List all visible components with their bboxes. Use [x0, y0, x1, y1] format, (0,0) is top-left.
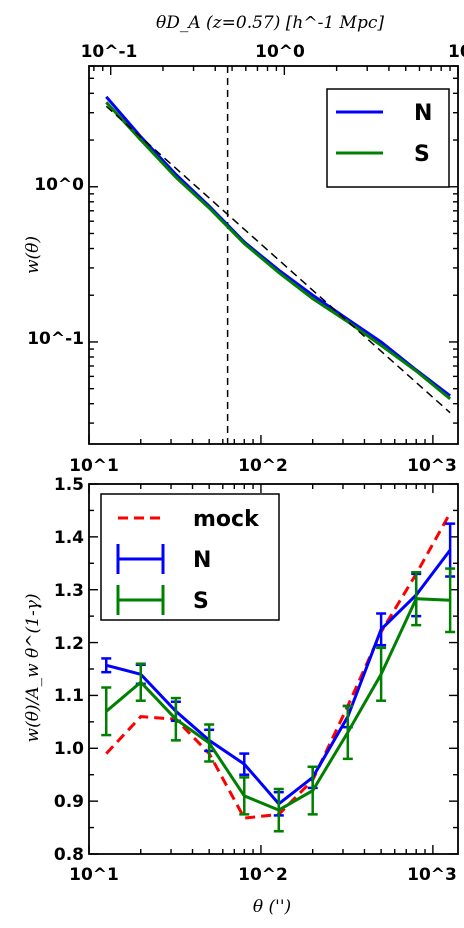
bottom-legend-n-label: N: [193, 548, 211, 573]
top-panel: 10^-1 10^0 10^1 10^0 10^-1 10^1 10^2 10^…: [23, 13, 464, 476]
bottom-y-tick-label-6: 1.3: [54, 581, 84, 601]
bottom-y-tick-label-5: 1.2: [54, 634, 84, 654]
bottom-x-tick-label-3: 10^3: [407, 865, 457, 885]
bottom-series-s-errorbar: [101, 686, 112, 737]
top-x-tick-label-3: 10^3: [407, 456, 457, 476]
top-ticks: [88, 65, 459, 444]
top-marks: [105, 66, 452, 444]
bottom-series-n-errorbar: [239, 752, 250, 776]
bottom-x-axis-label: θ (''): [253, 897, 291, 917]
top-series-n-line: [105, 95, 452, 397]
top-legend-n-label: N: [414, 101, 432, 126]
bottom-series-s-errorbar: [204, 723, 215, 763]
bottom-series-s-errorbar: [445, 567, 456, 634]
bottom-x-tick-label-2: 10^2: [238, 865, 288, 885]
bottom-series-s-line: [105, 597, 451, 812]
top-x-tick-label-2: 10^2: [238, 456, 288, 476]
top-series-s-line: [105, 101, 452, 400]
bottom-y-tick-label-8: 1.5: [54, 475, 84, 495]
top-secondary-tick-label-3: 10^1: [448, 42, 464, 62]
bottom-panel: 0.8 0.9 1.0 1.1 1.2 1.3 1.4 1.5 10^1 10^…: [23, 475, 459, 917]
bottom-legend: mock N S: [100, 493, 280, 621]
bottom-series-s-errorbar: [135, 662, 146, 702]
top-secondary-tick-label-2: 10^0: [255, 42, 305, 62]
top-x-tick-label-1: 10^1: [69, 456, 119, 476]
bottom-y-tick-label-3: 1.0: [54, 739, 84, 759]
bottom-series-s-errorbar: [307, 765, 318, 816]
bottom-y-tick-label-2: 0.9: [54, 792, 84, 812]
top-plot-frame: [88, 65, 459, 445]
bottom-series-n-errorbar: [101, 657, 112, 674]
bottom-legend-s-label: S: [193, 589, 209, 614]
bottom-x-tick-label-1: 10^1: [69, 865, 119, 885]
top-secondary-tick-label-1: 10^-1: [81, 42, 138, 62]
bottom-legend-s-swatch: [116, 585, 165, 615]
top-y-axis-label: w(θ): [23, 236, 43, 274]
bottom-series-s-errorbar: [170, 696, 181, 742]
top-y-tick-label-1: 10^0: [34, 175, 84, 195]
bottom-legend-n-swatch: [116, 544, 165, 574]
bottom-y-tick-label-1: 0.8: [54, 845, 84, 865]
bottom-y-tick-label-4: 1.1: [54, 686, 84, 706]
bottom-series-n-errorbar: [376, 612, 387, 647]
top-legend-s-label: S: [414, 142, 430, 167]
bottom-series-s-errorbar: [342, 704, 353, 761]
top-y-tick-label-2: 10^-1: [27, 329, 84, 349]
bottom-legend-mock-label: mock: [193, 507, 260, 532]
bottom-y-tick-label-7: 1.4: [54, 528, 84, 548]
top-legend-box: [326, 88, 450, 188]
top-power-law-fit-line: [105, 105, 451, 414]
bottom-series-s-errorbar: [376, 646, 387, 702]
bottom-series-s-errorbar: [273, 787, 284, 833]
top-secondary-x-axis-label: θD_A (z=0.57) [h^-1 Mpc]: [156, 13, 384, 33]
bottom-ticks: [88, 483, 458, 855]
bottom-y-axis-label: w(θ)/A_w θ^(1-γ): [23, 594, 43, 743]
bottom-series-s-errorbar: [411, 571, 422, 627]
bottom-marks: [101, 512, 456, 833]
bottom-series-s-errorbar: [239, 776, 250, 816]
top-legend: N S: [326, 88, 450, 188]
